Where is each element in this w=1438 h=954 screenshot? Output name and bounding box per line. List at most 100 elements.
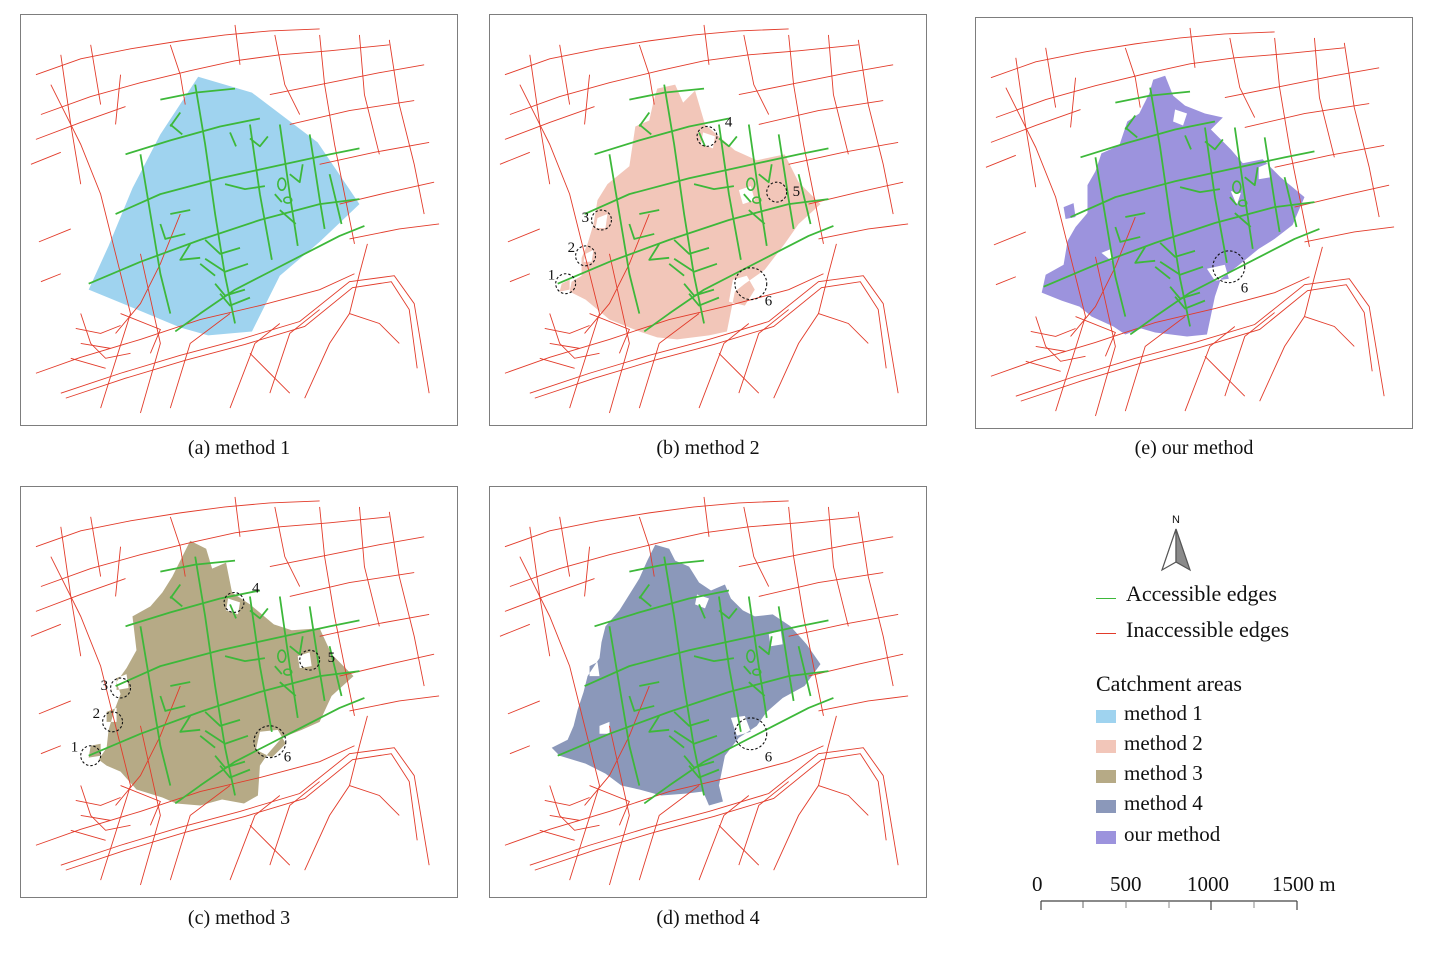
inaccessible-edge xyxy=(50,556,131,881)
inaccessible-edge xyxy=(544,797,590,806)
accessible-edge xyxy=(1204,138,1224,151)
north-label: N xyxy=(1172,514,1180,526)
inaccessible-edge xyxy=(519,556,600,881)
inaccessible-edge xyxy=(169,785,231,881)
accessible-edge xyxy=(229,604,237,619)
inaccessible-edge xyxy=(718,825,760,866)
inaccessible-edge xyxy=(718,353,760,394)
inaccessible-edge xyxy=(234,24,241,65)
inaccessible-edge xyxy=(229,323,281,409)
accessible-edge xyxy=(1094,157,1127,317)
inaccessible-edge xyxy=(274,506,301,587)
inaccessible-edge xyxy=(539,829,575,841)
accessible-edge xyxy=(219,765,251,779)
inaccessible-edge xyxy=(1343,42,1380,218)
accessible-edge xyxy=(777,134,795,230)
inaccessible-edge xyxy=(1045,47,1057,108)
highlight-label: 6 xyxy=(284,750,292,766)
map-panel-e: 6 xyxy=(975,17,1413,429)
accessible-edge xyxy=(1043,201,1315,288)
inaccessible-edge xyxy=(549,342,580,349)
inaccessible-edge xyxy=(504,578,595,612)
inaccessible-edge xyxy=(549,785,600,831)
legend-swatch-method-1 xyxy=(1096,710,1116,723)
accessible-edge xyxy=(668,263,685,277)
accessible-edge xyxy=(758,164,773,184)
accessible-edge xyxy=(608,626,641,786)
inaccessible-edge xyxy=(80,342,111,349)
inaccessible-edge xyxy=(638,785,700,881)
inaccessible-edge xyxy=(638,313,700,409)
inaccessible-edge xyxy=(738,309,789,394)
north-arrow-icon xyxy=(1160,528,1192,572)
inaccessible-edge xyxy=(743,34,770,115)
inaccessible-edge xyxy=(828,34,849,155)
accessible-edge xyxy=(199,263,216,277)
accessible-edge xyxy=(673,239,710,255)
accessible-edges-d xyxy=(557,556,834,805)
accessible-edge xyxy=(584,619,829,687)
inaccessible-edge xyxy=(1229,37,1256,118)
accessible-edge xyxy=(629,559,705,573)
accessible-edge xyxy=(628,695,655,712)
accessible-edge xyxy=(115,619,360,687)
highlight-circle xyxy=(1212,250,1246,284)
inaccessible-edge xyxy=(559,516,571,577)
inaccessible-edge xyxy=(738,536,894,568)
legend-swatch-our-method xyxy=(1096,831,1116,844)
catchment-area-c xyxy=(88,540,354,806)
accessible-edge xyxy=(797,174,812,225)
scale-label-0: 0 xyxy=(1032,872,1043,896)
highlight-circle xyxy=(80,745,102,767)
accessible-edge xyxy=(629,87,705,101)
accessible-edge xyxy=(308,134,326,230)
inaccessible-edge xyxy=(529,747,899,866)
inaccessible-edge xyxy=(115,685,181,806)
inaccessible-edge xyxy=(229,795,281,881)
accessible-edge xyxy=(249,124,273,260)
legend-swatch-method-3 xyxy=(1096,770,1116,783)
inaccessible-edge xyxy=(50,84,131,409)
map-canvas-a xyxy=(30,24,440,414)
accessible-edge xyxy=(274,193,283,203)
accessible-edge xyxy=(638,584,650,599)
accessible-edge xyxy=(673,730,718,745)
inaccessible-edge xyxy=(534,281,887,399)
inaccessible-edge xyxy=(289,100,415,125)
accessible-edge xyxy=(747,596,768,719)
inaccessible-edge xyxy=(1015,278,1385,397)
accessible-edge xyxy=(289,636,304,656)
accessible-edge xyxy=(328,174,343,225)
accessible-edge xyxy=(214,755,246,769)
highlight-circle xyxy=(299,649,321,671)
inaccessible-edge xyxy=(35,578,126,612)
accessible-edge xyxy=(683,755,715,769)
highlight-label: 3 xyxy=(582,210,589,226)
inaccessible-edge xyxy=(507,700,540,715)
accessible-edge xyxy=(628,223,655,240)
accessible-edge xyxy=(328,646,343,697)
accessible-edge xyxy=(1244,167,1259,187)
highlight-label: 1 xyxy=(71,740,78,756)
inaccessible-edge xyxy=(319,34,355,244)
inaccessible-edge xyxy=(38,700,71,715)
highlight-label: 6 xyxy=(1241,281,1249,297)
accessible-edge xyxy=(1080,120,1216,159)
inaccessible-edge xyxy=(788,506,824,716)
accessible-edge xyxy=(1124,115,1136,130)
inaccessible-edge xyxy=(1204,356,1246,397)
highlight-circle xyxy=(766,181,788,203)
inaccessible-edge xyxy=(818,313,869,344)
accessible-edge xyxy=(557,670,829,757)
inaccessible-edge xyxy=(499,623,530,637)
inaccessible-edge xyxy=(1095,256,1116,417)
inaccessible-edge xyxy=(60,275,430,394)
accessible-edge xyxy=(1154,266,1171,280)
accessible-edge xyxy=(683,283,715,297)
highlight-circle xyxy=(734,717,768,751)
accessible-edge xyxy=(594,117,730,156)
accessible-edge xyxy=(88,670,360,757)
inaccessible-edge xyxy=(499,151,530,165)
caption-d: (d) method 4 xyxy=(656,907,760,929)
